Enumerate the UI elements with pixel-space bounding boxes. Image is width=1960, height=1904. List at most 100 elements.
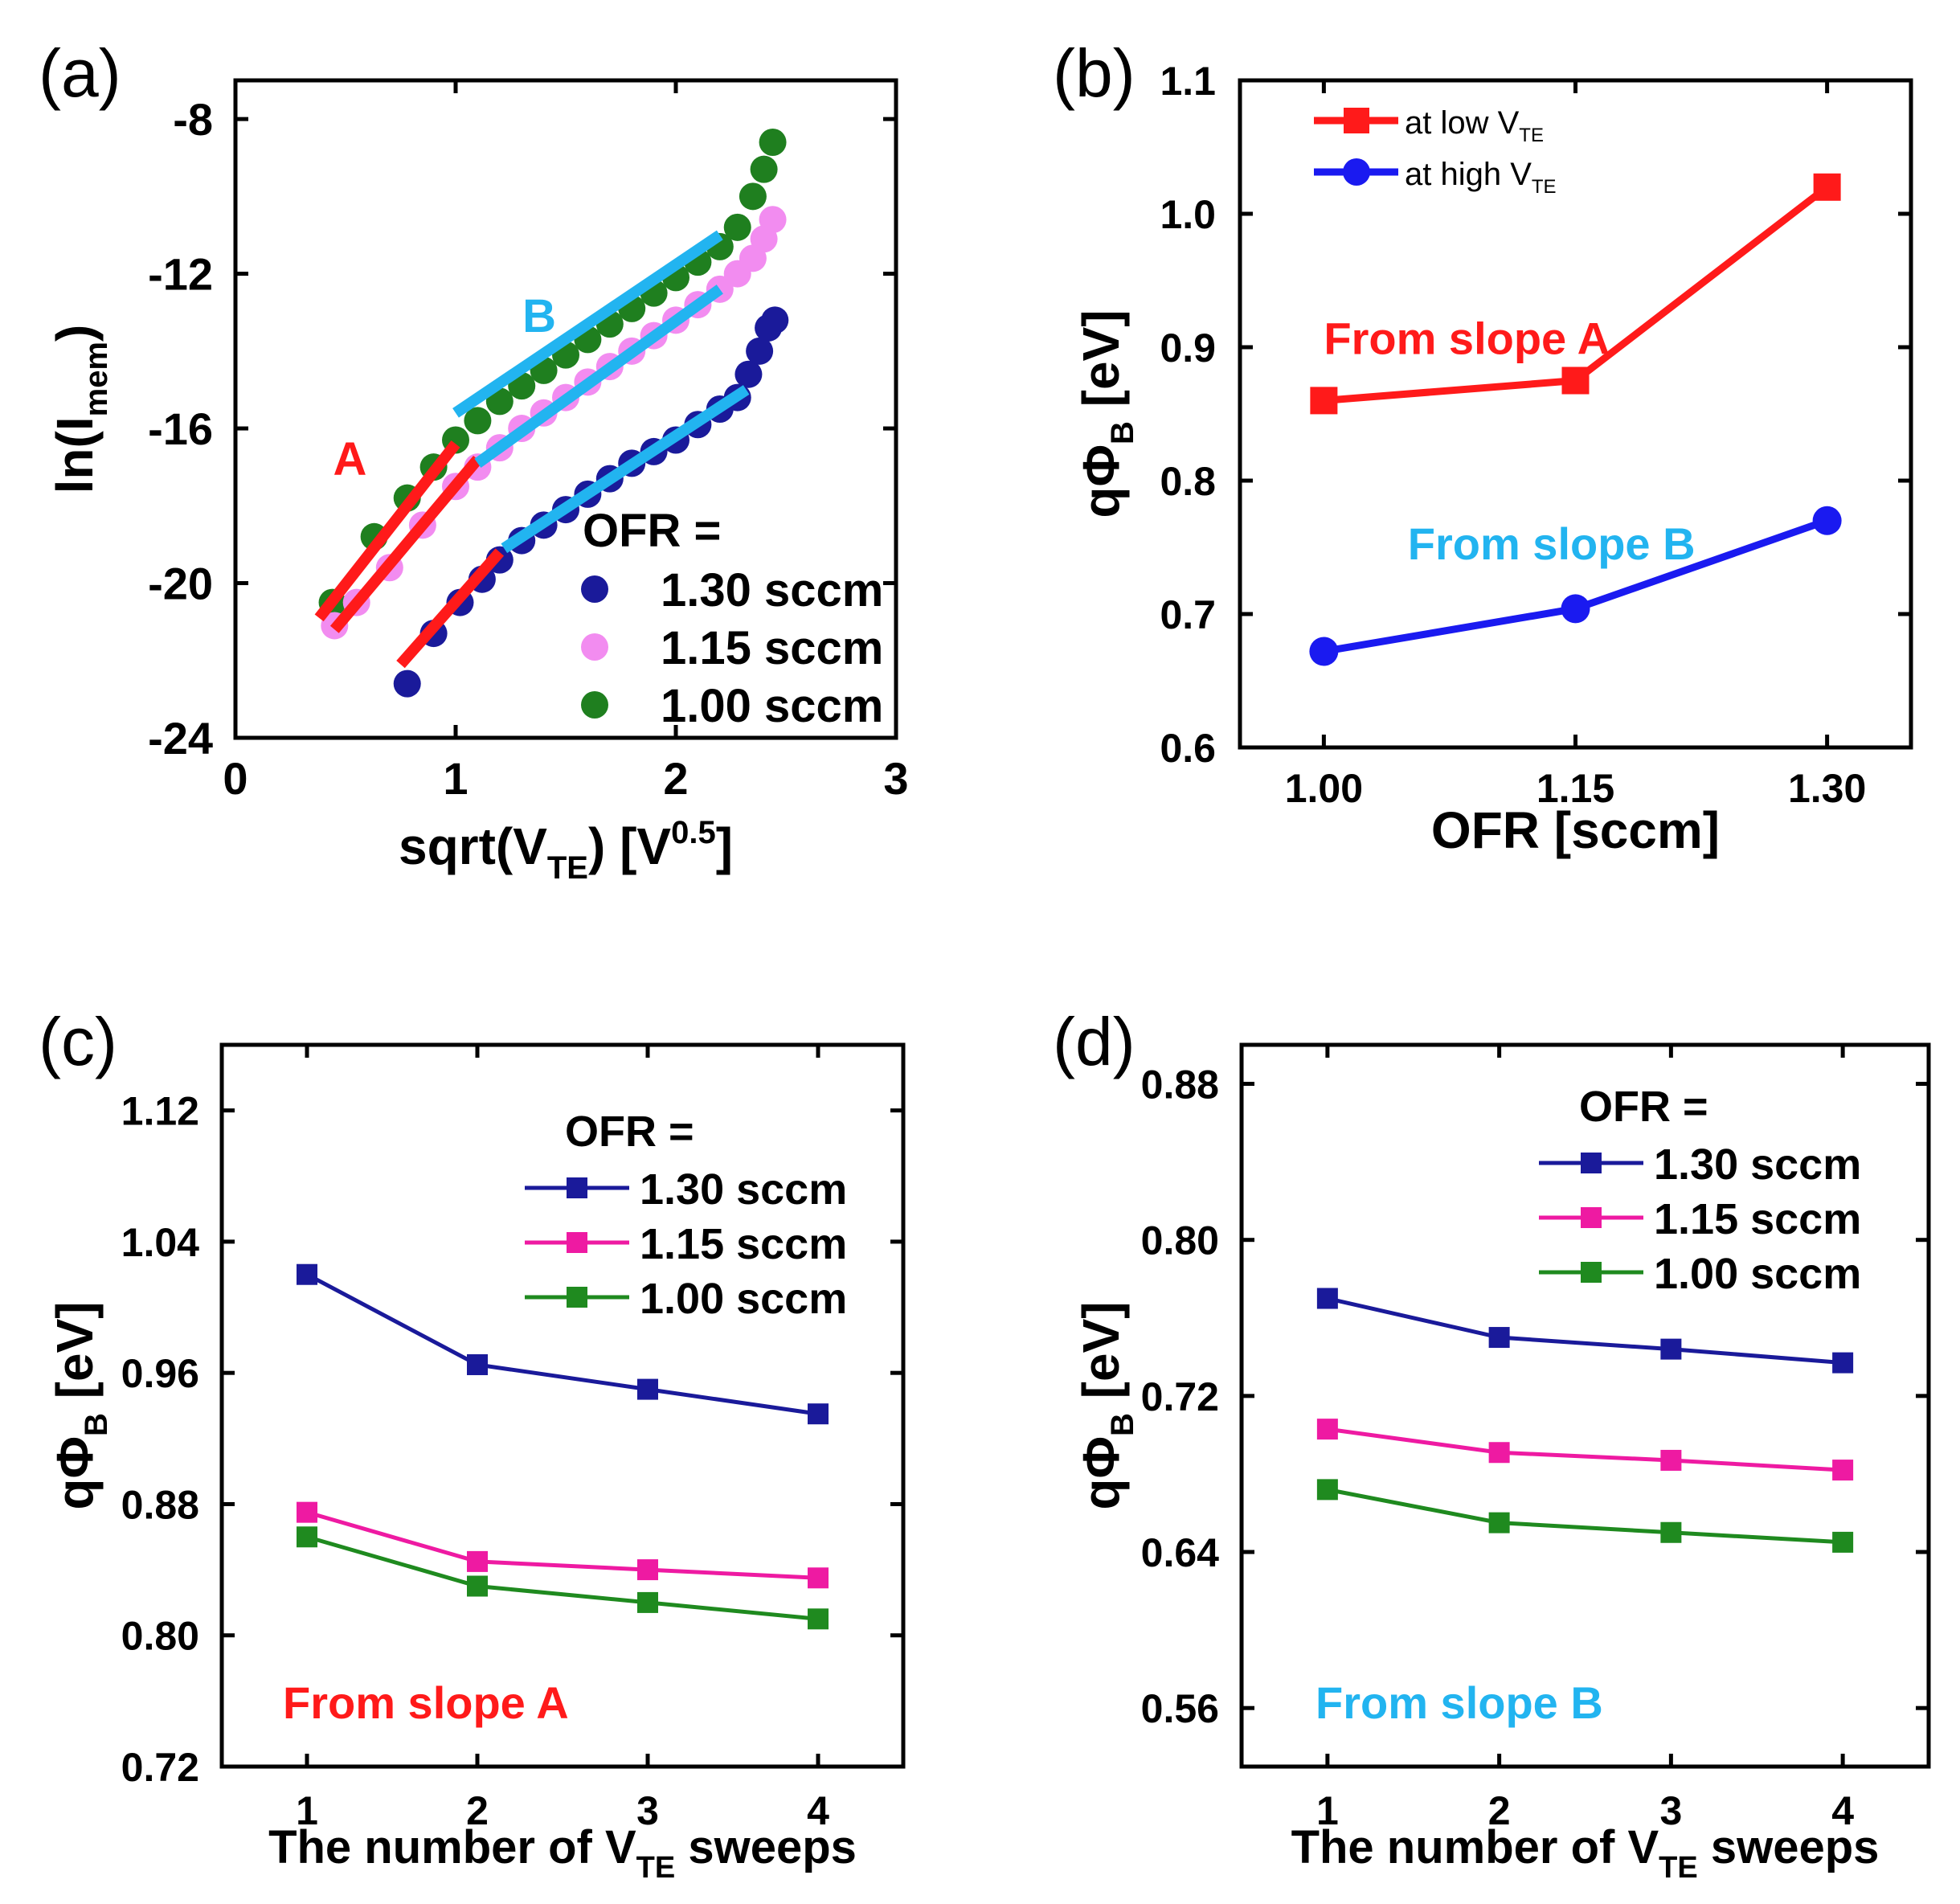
x-axis-label: The number of VTE sweeps — [1291, 1821, 1880, 1885]
xtick-label: 1 — [1316, 1788, 1339, 1833]
slope-annotation: From slope A — [283, 1677, 569, 1728]
legend-label-sub: TE — [1519, 125, 1544, 146]
data-point — [297, 1526, 317, 1548]
legend-title: OFR = — [565, 1108, 694, 1156]
xtick-label: 3 — [883, 753, 908, 804]
ytick-label: -8 — [173, 94, 213, 145]
legend-label: 1.00 sccm — [640, 1275, 847, 1323]
panel-label-b: (b) — [1053, 35, 1135, 111]
xtick-label: 2 — [663, 753, 688, 804]
legend-marker — [567, 1177, 587, 1198]
ytick-label: 1.04 — [121, 1220, 200, 1265]
data-point — [467, 1575, 488, 1597]
ytick-label: 0.9 — [1160, 326, 1216, 371]
ytick-label: 0.80 — [1141, 1218, 1219, 1263]
ytick-label: 0.64 — [1141, 1530, 1220, 1575]
ytick-label: 1.0 — [1160, 192, 1216, 237]
fit-line — [501, 385, 750, 554]
ytick-label: 0.72 — [121, 1745, 199, 1790]
y-label-end: [eV] — [46, 1301, 104, 1413]
data-point — [750, 155, 778, 183]
xtick-label: 1.00 — [1285, 766, 1363, 811]
series-line — [305, 1272, 819, 1416]
data-point — [464, 407, 492, 435]
panel-label-a: (a) — [39, 35, 121, 111]
x-label-sup: 0.5 — [671, 815, 716, 850]
legend-label-sub: TE — [1532, 176, 1557, 198]
data-point — [1813, 173, 1841, 201]
y-label-end: [eV] — [1072, 1301, 1130, 1413]
legend-label: 1.30 sccm — [640, 1165, 847, 1214]
y-axis-label: ln(Imem) — [46, 325, 114, 494]
y-label-base: ln(I — [46, 416, 104, 493]
ytick-label: 0.96 — [121, 1351, 199, 1396]
y-label-end: ) — [46, 325, 104, 342]
x-axis-label: The number of VTE sweeps — [268, 1821, 857, 1885]
series-line — [1327, 1427, 1843, 1472]
legend-label: 1.00 sccm — [661, 680, 883, 732]
legend-label-base: at low V — [1405, 105, 1520, 141]
legend-title: OFR = — [583, 505, 721, 557]
legend-marker — [567, 1287, 587, 1308]
data-point — [1832, 1460, 1854, 1481]
legend-title: OFR = — [1579, 1083, 1708, 1131]
data-point — [1310, 387, 1338, 415]
y-label-sub: B — [79, 1413, 114, 1436]
panel-d-frame — [1239, 1042, 1931, 1769]
fit-line — [474, 285, 723, 469]
xtick-label: 1 — [296, 1788, 318, 1833]
y-label-phi: Φ — [1072, 1436, 1130, 1479]
data-point — [1316, 1419, 1338, 1440]
ytick-label: 0.8 — [1160, 459, 1216, 504]
data-point — [1660, 1449, 1682, 1471]
slope-annotation: B — [522, 290, 556, 342]
legend-marker — [1581, 1153, 1602, 1173]
legend-label: 1.15 sccm — [1654, 1195, 1861, 1243]
x-label-base: sqrt(V — [399, 817, 547, 875]
series-line — [1327, 1487, 1843, 1545]
y-axis-label: qΦB [eV] — [1072, 309, 1140, 518]
legend-label: 1.00 sccm — [1654, 1250, 1861, 1298]
ytick-label: 1.1 — [1160, 59, 1216, 104]
data-point — [761, 306, 789, 334]
series-line — [306, 1510, 819, 1580]
xtick-label: 4 — [1831, 1788, 1854, 1833]
legend-label: 1.15 sccm — [640, 1220, 847, 1268]
ytick-label: 0.6 — [1160, 726, 1216, 771]
data-point — [393, 669, 421, 698]
x-axis-label: sqrt(VTE) [V0.5] — [399, 815, 733, 886]
data-point — [808, 1608, 829, 1630]
x-label-mid: ) [V — [588, 817, 671, 875]
ytick-label: -24 — [148, 713, 213, 764]
data-point — [808, 1567, 829, 1589]
data-point — [1316, 1479, 1338, 1501]
legend-label: 1.30 sccm — [661, 564, 883, 616]
data-point — [734, 360, 763, 388]
data-point — [297, 1263, 317, 1285]
ytick-label: -12 — [148, 249, 213, 300]
x-label-end: sweeps — [675, 1821, 857, 1873]
legend-marker — [1581, 1262, 1602, 1283]
xtick-label: 1.15 — [1536, 766, 1614, 811]
y-label-sub: B — [1105, 1413, 1140, 1436]
xtick-label: 3 — [636, 1788, 659, 1833]
data-point — [1660, 1521, 1682, 1543]
slope-annotation: From slope B — [1408, 518, 1696, 569]
panel-label-c: (c) — [39, 1004, 117, 1079]
y-label-sub: mem — [79, 342, 114, 416]
legend-marker — [567, 1232, 587, 1253]
legend-label: 1.30 sccm — [1654, 1140, 1861, 1189]
panel-label-d: (d) — [1053, 1004, 1135, 1079]
y-label-sub: B — [1105, 421, 1140, 444]
data-point — [637, 1559, 658, 1581]
fit-line — [329, 456, 482, 633]
y-axis-label: qΦB [eV] — [1072, 1301, 1140, 1509]
data-point — [739, 182, 767, 211]
data-point — [1488, 1442, 1510, 1464]
data-point — [297, 1501, 317, 1523]
x-label-sub: TE — [1659, 1851, 1698, 1885]
x-label-sub: TE — [547, 850, 588, 886]
ytick-label: 0.80 — [121, 1614, 199, 1659]
y-label-end: [eV] — [1072, 309, 1130, 421]
xtick-label: 2 — [466, 1788, 489, 1833]
